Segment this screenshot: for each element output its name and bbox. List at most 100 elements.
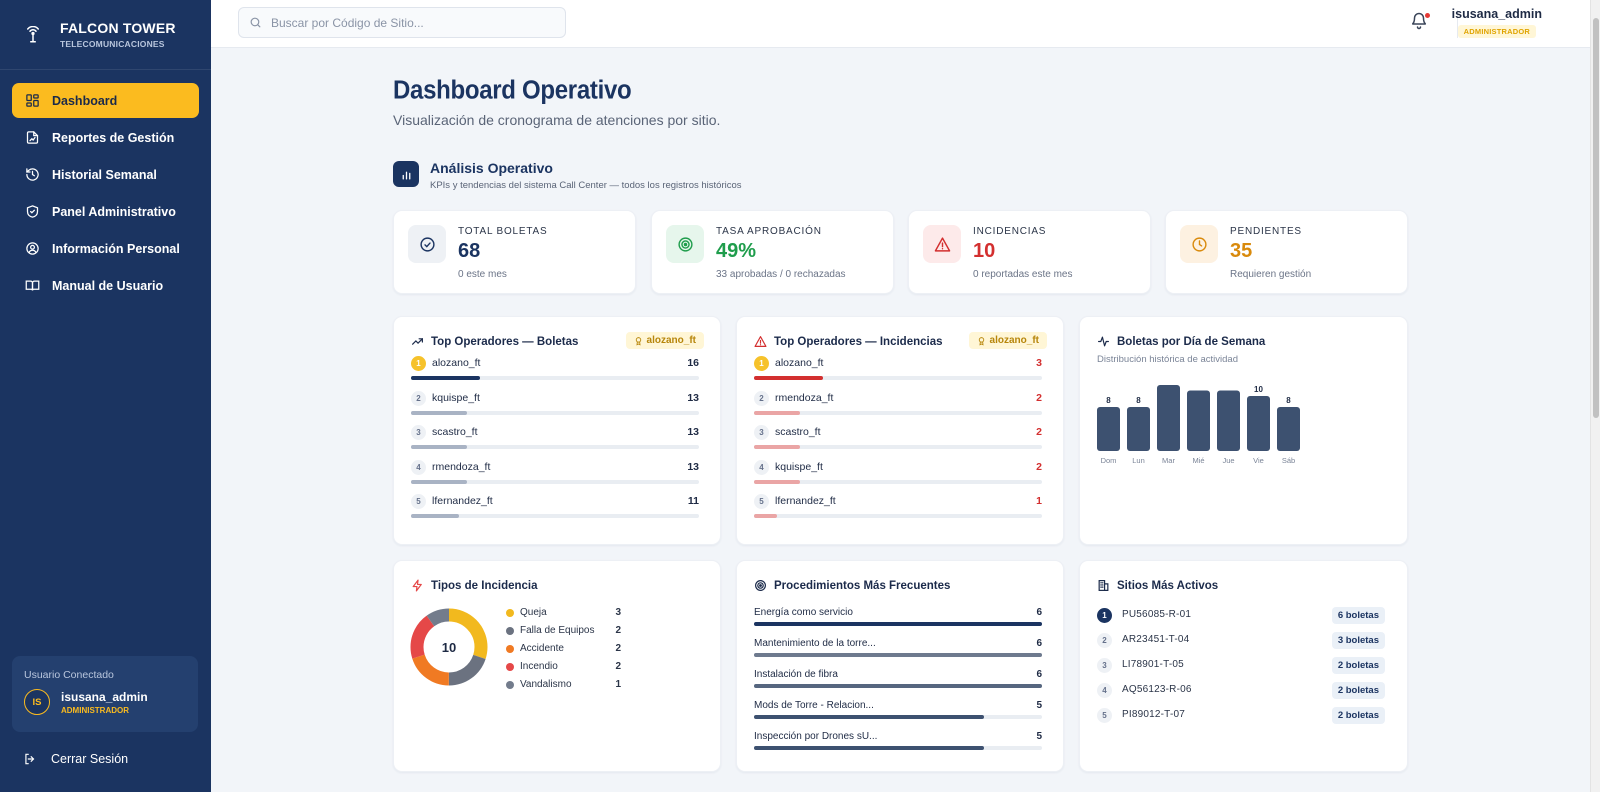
sidebar-item-label: Manual de Usuario bbox=[52, 278, 164, 293]
topbar-user-role: ADMINISTRADOR bbox=[1457, 25, 1537, 38]
legend-item: Accidente 2 bbox=[506, 643, 621, 657]
sidebar-item-reportes[interactable]: Reportes de Gestión bbox=[12, 120, 199, 155]
sidebar-item-dashboard[interactable]: Dashboard bbox=[12, 83, 199, 118]
list-item[interactable]: Instalación de fibra 6 bbox=[754, 669, 1042, 691]
progress-track bbox=[411, 479, 699, 484]
search-box[interactable] bbox=[238, 7, 566, 38]
section-subtitle: KPIs y tendencias del sistema Call Cente… bbox=[430, 180, 742, 191]
legend-label: Falla de Equipos bbox=[520, 625, 595, 636]
list-item[interactable]: Energía como servicio 6 bbox=[754, 607, 1042, 629]
list-item[interactable]: 4 AQ56123-R-06 2 boletas bbox=[1097, 682, 1385, 700]
list-item[interactable]: 5 lfernandez_ft 1 bbox=[754, 494, 1042, 524]
bar-Dom[interactable] bbox=[1097, 407, 1120, 451]
kpi-label: TOTAL BOLETAS bbox=[458, 226, 548, 237]
bar-data-label: 8 bbox=[1286, 396, 1291, 405]
legend-value: 2 bbox=[615, 661, 621, 672]
warning-icon bbox=[923, 225, 961, 263]
operator-name: rmendoza_ft bbox=[775, 391, 834, 404]
list-item[interactable]: Mantenimiento de la torre... 6 bbox=[754, 638, 1042, 660]
incidence-donut: 10 bbox=[409, 607, 489, 687]
bar-Vie[interactable] bbox=[1247, 396, 1270, 451]
procedure-name: Inspección por Drones sU... bbox=[754, 731, 878, 742]
list-item[interactable]: Inspección por Drones sU... 5 bbox=[754, 731, 1042, 753]
kpi-label: TASA APROBACIÓN bbox=[716, 226, 822, 237]
list-item[interactable]: 1 alozano_ft 3 bbox=[754, 356, 1042, 386]
notifications-button[interactable] bbox=[1410, 12, 1432, 34]
sidebar: FALCON TOWER TELECOMUNICACIONES Dashboar… bbox=[0, 0, 211, 792]
kpi-value: 35 bbox=[1230, 240, 1253, 262]
legend-swatch bbox=[506, 627, 514, 635]
legend-swatch bbox=[506, 663, 514, 671]
card-subtitle: Distribución histórica de actividad bbox=[1097, 354, 1238, 365]
procedure-value: 5 bbox=[1036, 731, 1042, 742]
operator-value: 2 bbox=[1036, 460, 1042, 473]
list-item[interactable]: 3 scastro_ft 2 bbox=[754, 425, 1042, 455]
list-item[interactable]: 1 PU56085-R-01 6 boletas bbox=[1097, 607, 1385, 625]
bar-Mié[interactable] bbox=[1187, 390, 1210, 452]
bar-Mar[interactable] bbox=[1157, 385, 1180, 451]
award-icon bbox=[978, 336, 984, 346]
operator-value: 13 bbox=[687, 460, 699, 473]
operator-value: 16 bbox=[687, 357, 699, 369]
legend-item: Incendio 2 bbox=[506, 661, 621, 675]
progress-bar bbox=[754, 746, 985, 750]
rank-badge: 1 bbox=[411, 356, 426, 371]
progress-track bbox=[411, 445, 699, 449]
progress-bar bbox=[411, 376, 481, 380]
report-icon bbox=[26, 131, 39, 144]
card-title: Procedimientos Más Frecuentes bbox=[754, 579, 950, 592]
list-item[interactable]: 3 LI78901-T-05 2 boletas bbox=[1097, 657, 1385, 675]
topbar-user[interactable]: isusana_admin ADMINISTRADOR bbox=[1452, 7, 1542, 39]
site-code: AQ56123-R-06 bbox=[1122, 684, 1192, 695]
progress-bar bbox=[411, 410, 468, 415]
list-item[interactable]: 2 rmendoza_ft 2 bbox=[754, 390, 1042, 421]
trending-up-icon bbox=[412, 338, 423, 345]
operator-name: rmendoza_ft bbox=[432, 460, 491, 473]
scrollbar-thumb[interactable] bbox=[1593, 18, 1599, 418]
bar-Jue[interactable] bbox=[1217, 390, 1240, 452]
list-item[interactable]: 2 AR23451-T-04 3 boletas bbox=[1097, 632, 1385, 650]
bar-Sáb[interactable] bbox=[1277, 407, 1300, 451]
progress-bar bbox=[411, 514, 459, 518]
grid-icon bbox=[26, 94, 39, 107]
list-item[interactable]: 5 lfernandez_ft 11 bbox=[411, 494, 699, 524]
status-badge: 3 boletas bbox=[1331, 632, 1385, 649]
donut-slice-3[interactable] bbox=[410, 608, 488, 686]
kpi-value: 10 bbox=[973, 240, 996, 262]
sidebar-item-panel-administrativo[interactable]: Panel Administrativo bbox=[12, 194, 199, 229]
progress-bar bbox=[754, 622, 1042, 626]
sidebar-item-manual[interactable]: Manual de Usuario bbox=[12, 268, 199, 303]
search-input[interactable] bbox=[271, 15, 551, 30]
site-code: PU56085-R-01 bbox=[1122, 609, 1192, 620]
sidebar-item-informacion-personal[interactable]: Información Personal bbox=[12, 231, 199, 266]
donut-slice-1[interactable] bbox=[410, 608, 488, 686]
legend-swatch bbox=[506, 681, 514, 689]
list-item[interactable]: 4 kquispe_ft 2 bbox=[754, 459, 1042, 490]
page-title: Dashboard Operativo bbox=[393, 75, 632, 106]
rank-badge: 1 bbox=[1097, 608, 1112, 623]
list-item[interactable]: 5 PI89012-T-07 2 boletas bbox=[1097, 707, 1385, 725]
progress-track bbox=[754, 746, 1042, 750]
procedure-name: Mantenimiento de la torre... bbox=[754, 638, 876, 649]
progress-track bbox=[754, 684, 1042, 688]
logout-label: Cerrar Sesión bbox=[51, 752, 129, 766]
scrollbar[interactable] bbox=[1590, 0, 1600, 792]
logout-button[interactable]: Cerrar Sesión bbox=[23, 752, 128, 766]
brand[interactable]: FALCON TOWER TELECOMUNICACIONES bbox=[0, 0, 211, 70]
progress-bar bbox=[411, 479, 468, 484]
bar-Lun[interactable] bbox=[1127, 407, 1150, 451]
sidebar-item-label: Información Personal bbox=[52, 241, 180, 256]
list-item[interactable]: 1 alozano_ft 16 bbox=[411, 356, 699, 386]
list-item[interactable]: 3 scastro_ft 13 bbox=[411, 425, 699, 455]
sidebar-item-historial[interactable]: Historial Semanal bbox=[12, 157, 199, 192]
list-item[interactable]: Mods de Torre - Relacion... 5 bbox=[754, 700, 1042, 722]
donut-slice-4[interactable] bbox=[410, 608, 488, 686]
progress-bar bbox=[754, 410, 801, 415]
list-item[interactable]: 2 kquispe_ft 13 bbox=[411, 390, 699, 421]
kpi-value: 68 bbox=[458, 240, 481, 262]
legend-label: Incendio bbox=[520, 661, 558, 672]
x-tick-label: Vie bbox=[1253, 456, 1264, 465]
list-item[interactable]: 4 rmendoza_ft 13 bbox=[411, 459, 699, 490]
rank-badge: 3 bbox=[1097, 658, 1112, 673]
rank-badge: 2 bbox=[754, 390, 769, 406]
